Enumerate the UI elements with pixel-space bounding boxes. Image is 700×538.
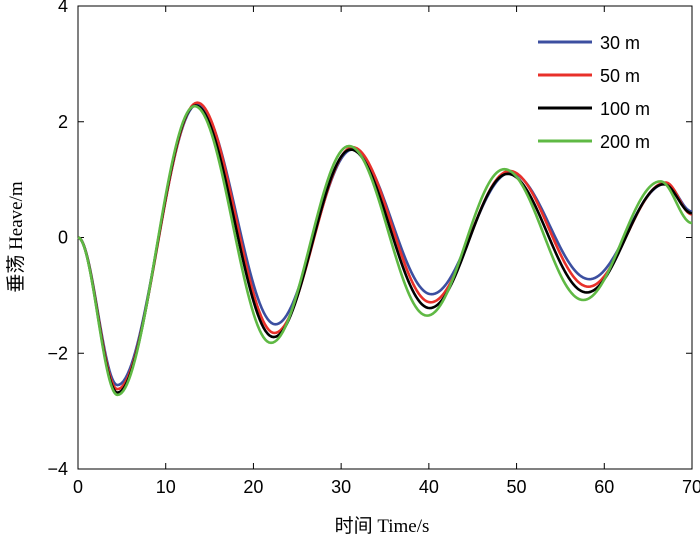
legend-label-3: 100 m [600, 99, 650, 119]
legend-label-2: 50 m [600, 66, 640, 86]
y-tick-label: −4 [47, 459, 68, 479]
legend: 30 m 50 m 100 m 200 m [538, 33, 650, 152]
legend-label-1: 30 m [600, 33, 640, 53]
tick-labels: 0 10 20 30 40 50 60 70 −4 −2 0 2 4 [47, 0, 700, 497]
y-tick-label: 0 [58, 228, 68, 248]
x-tick-label: 0 [73, 477, 83, 497]
x-tick-label: 20 [243, 477, 263, 497]
x-tick-label: 60 [594, 477, 614, 497]
x-axis-label: 时间 Time/s [335, 515, 430, 537]
axis-ticks [77, 5, 693, 470]
series-line-4 [77, 104, 693, 397]
x-tick-label: 40 [419, 477, 439, 497]
x-tick-label: 10 [156, 477, 176, 497]
series-lines [77, 101, 693, 397]
y-tick-label: −2 [47, 343, 68, 363]
y-axis-label: 垂荡 Heave/m [5, 181, 27, 293]
x-tick-label: 50 [507, 477, 527, 497]
y-tick-label: 2 [58, 112, 68, 132]
y-tick-label: 4 [58, 0, 68, 16]
x-tick-label: 30 [331, 477, 351, 497]
legend-label-4: 200 m [600, 132, 650, 152]
x-tick-label: 70 [682, 477, 700, 497]
